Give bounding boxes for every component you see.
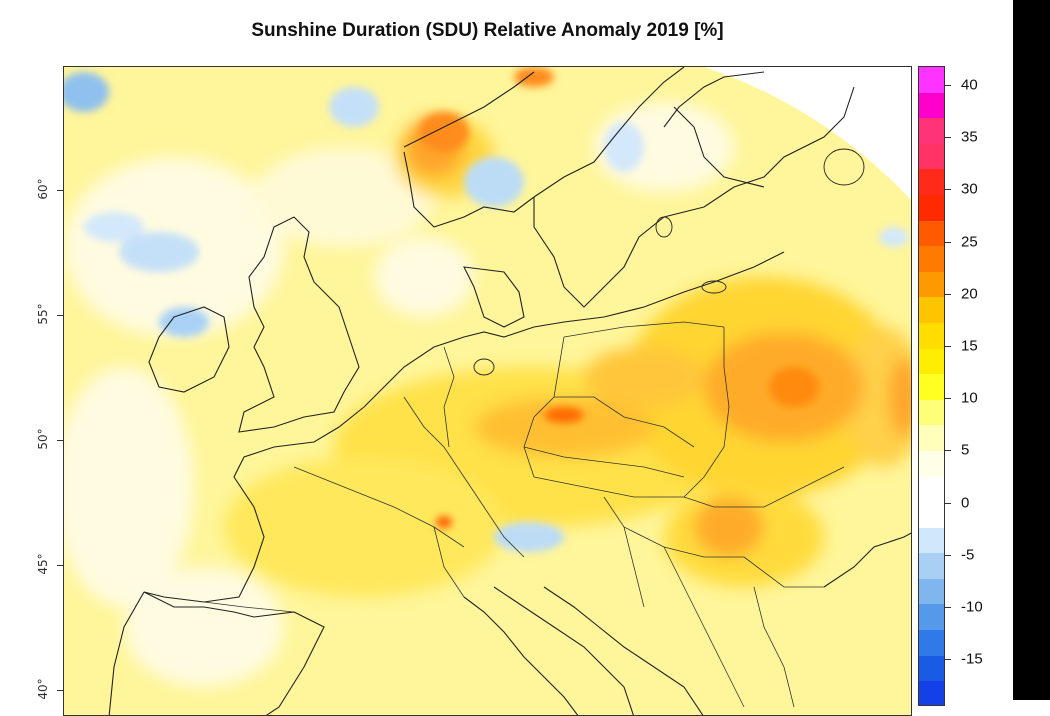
lat-tick <box>57 565 63 566</box>
colorbar-segment <box>919 348 944 375</box>
colorbar-segment <box>919 246 944 272</box>
colorbar-segment <box>919 194 944 221</box>
islands <box>473 148 865 376</box>
colorbar-tick <box>945 607 951 608</box>
colorbar-label-0: 0 <box>961 494 970 512</box>
colorbar-segment <box>919 681 944 705</box>
colorbar-segment <box>919 143 944 170</box>
colorbar-segment <box>919 374 944 400</box>
colorbar-label-neg10: -10 <box>961 598 983 616</box>
lat-tick <box>57 190 63 191</box>
colorbar-label-35: 35 <box>961 128 978 146</box>
anomaly-field <box>64 102 911 687</box>
colorbar-label-neg15: -15 <box>961 650 983 668</box>
colorbar-label-25: 25 <box>961 233 978 251</box>
colorbar-segment <box>919 322 944 349</box>
colorbar-segment <box>919 527 944 554</box>
right-black-bar <box>1013 0 1050 700</box>
colorbar-segment <box>919 425 944 451</box>
colorbar-tick <box>945 137 951 138</box>
colorbar-segment <box>919 450 944 477</box>
colorbar-segment <box>919 630 944 656</box>
lat-tick <box>57 690 63 691</box>
colorbar-segment <box>919 297 944 323</box>
lat-tick <box>57 315 63 316</box>
colorbar-segment <box>919 604 944 631</box>
anomaly-hotspots <box>64 67 909 552</box>
country-borders <box>203 321 845 708</box>
colorbar-label-10: 10 <box>961 389 978 407</box>
colorbar-tick <box>945 294 951 295</box>
colorbar-segment <box>919 220 944 247</box>
map-title: Sunshine Duration (SDU) Relative Anomaly… <box>251 20 724 41</box>
anomaly-map <box>64 67 911 715</box>
colorbar-tick <box>945 346 951 347</box>
colorbar <box>918 66 945 706</box>
colorbar-segment <box>919 655 944 682</box>
map-frame <box>63 66 912 716</box>
colorbar-segment <box>919 502 944 528</box>
colorbar-segment <box>919 578 944 605</box>
colorbar-segment <box>919 169 944 195</box>
lat-label-55: 55° <box>36 303 50 325</box>
coastlines <box>108 67 911 715</box>
colorbar-segment <box>919 67 944 93</box>
colorbar-tick <box>945 555 951 556</box>
lat-tick <box>57 440 63 441</box>
domain-edge <box>704 67 911 200</box>
lat-label-45: 45° <box>36 553 50 575</box>
colorbar-tick <box>945 398 951 399</box>
colorbar-segment <box>919 553 944 579</box>
lat-label-60: 60° <box>36 178 50 200</box>
colorbar-label-neg5: -5 <box>961 546 975 564</box>
colorbar-label-30: 30 <box>961 180 978 198</box>
colorbar-tick <box>945 85 951 86</box>
colorbar-segment <box>919 92 944 119</box>
lat-label-50: 50° <box>36 428 50 450</box>
colorbar-tick <box>945 503 951 504</box>
colorbar-tick <box>945 450 951 451</box>
colorbar-tick <box>945 189 951 190</box>
colorbar-segment <box>919 476 944 503</box>
colorbar-tick <box>945 242 951 243</box>
colorbar-label-20: 20 <box>961 285 978 303</box>
colorbar-label-15: 15 <box>961 337 978 355</box>
colorbar-segment <box>919 399 944 426</box>
colorbar-tick <box>945 659 951 660</box>
colorbar-segment <box>919 271 944 298</box>
colorbar-label-5: 5 <box>961 441 970 459</box>
colorbar-segment <box>919 118 944 144</box>
colorbar-label-40: 40 <box>961 76 978 94</box>
